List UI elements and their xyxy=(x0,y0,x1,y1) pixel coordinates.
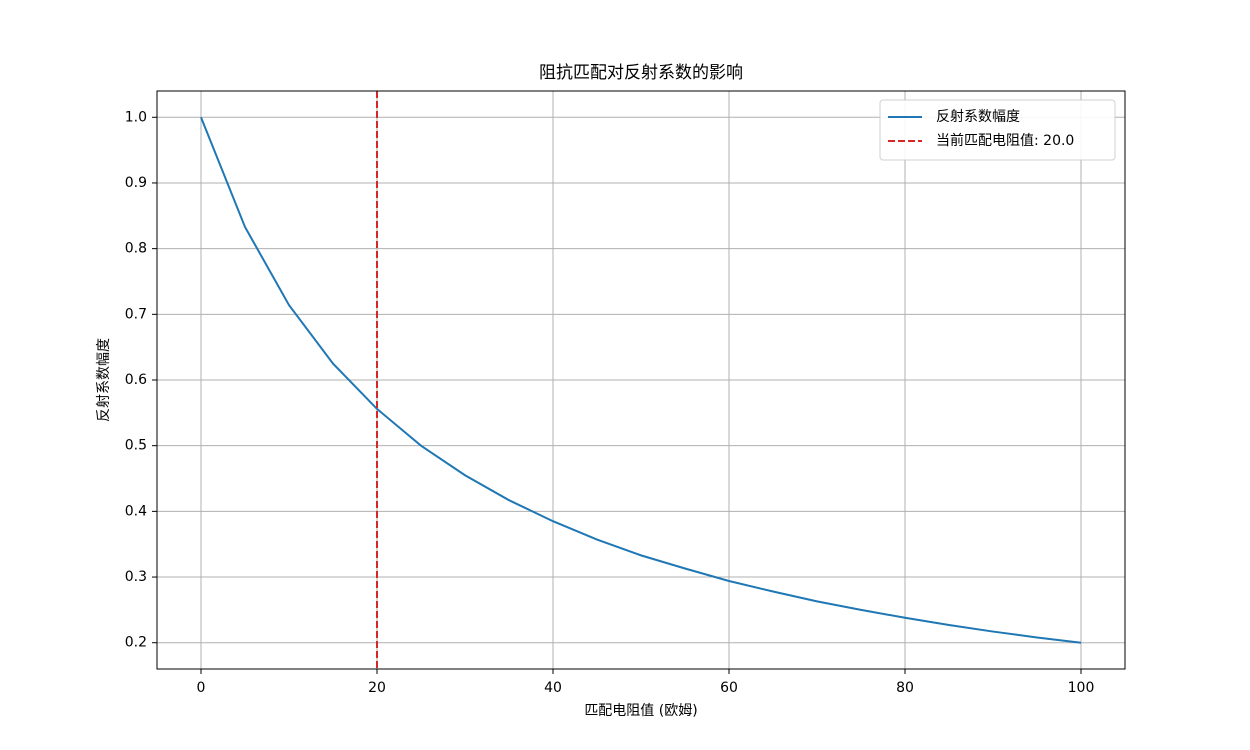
x-tick-label: 60 xyxy=(720,680,738,696)
y-tick-label: 0.4 xyxy=(125,503,147,519)
plot-frame xyxy=(156,90,1126,670)
chart-title: 阻抗匹配对反射系数的影响 xyxy=(539,63,743,83)
y-tick-label: 0.9 xyxy=(125,175,147,191)
x-tick-label: 100 xyxy=(1068,680,1095,696)
y-tick-label: 1.0 xyxy=(125,109,147,125)
y-tick-label: 0.3 xyxy=(125,569,147,585)
legend-label: 当前匹配电阻值: 20.0 xyxy=(936,132,1074,149)
y-tick-label: 0.8 xyxy=(125,241,147,257)
x-axis-label: 匹配电阻值 (欧姆) xyxy=(584,703,697,719)
y-tick-label: 0.7 xyxy=(125,306,147,322)
x-tick-label: 40 xyxy=(544,680,562,696)
y-tick-label: 0.5 xyxy=(125,438,147,454)
data-line xyxy=(200,116,1082,644)
x-tick-label: 0 xyxy=(197,680,206,696)
y-tick-label: 0.6 xyxy=(125,372,147,388)
legend-label: 反射系数幅度 xyxy=(936,109,1020,125)
x-tick-label: 20 xyxy=(368,680,386,696)
y-tick-label: 0.2 xyxy=(125,635,147,651)
y-axis-label: 反射系数幅度 xyxy=(96,338,112,422)
x-tick-label: 80 xyxy=(896,680,914,696)
legend-box xyxy=(879,99,1116,161)
